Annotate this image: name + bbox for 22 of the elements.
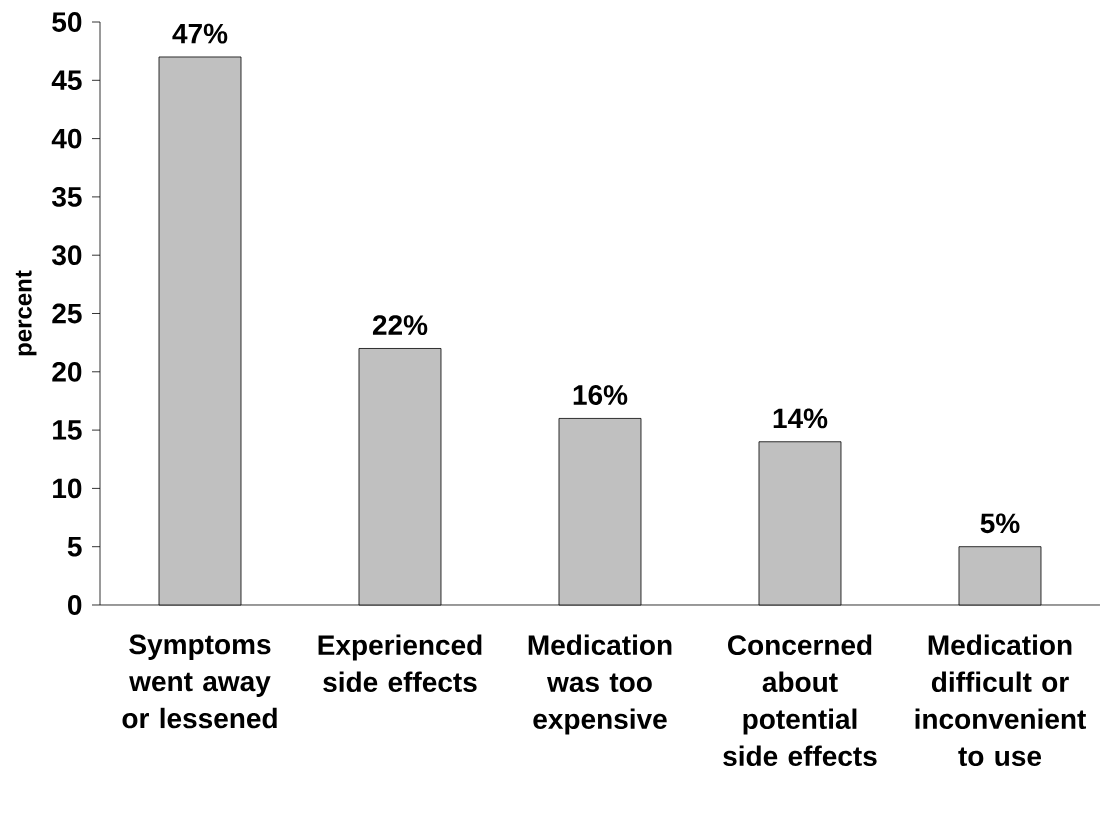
x-tick-label: Concerned about potential side effects (723, 634, 877, 767)
x-tick-label: Medication was too expensive (528, 634, 672, 735)
y-tick-label: 10 (53, 478, 82, 499)
data-label: 47% (172, 23, 228, 44)
y-tick-label: 35 (51, 186, 82, 207)
y-tick-label: 50 (52, 12, 82, 32)
data-label: 14% (773, 408, 828, 429)
y-tick-label: 30 (51, 245, 82, 266)
data-label: 22% (372, 315, 428, 335)
y-tick-label: 20 (52, 361, 82, 382)
data-label: 16% (573, 385, 628, 405)
y-tick-label: 25 (52, 303, 82, 324)
y-tick-label: 5 (67, 536, 82, 557)
x-tick-label: Experienced side effects (318, 634, 482, 693)
y-tick-label: 15 (53, 420, 82, 440)
y-tick-label: 45 (51, 70, 82, 91)
y-tick-label: 40 (51, 128, 82, 149)
data-label: 5% (980, 513, 1020, 534)
y-tick-label: 0 (68, 595, 82, 615)
x-tick-label: Medication difficult or inconvenient to use (915, 634, 1087, 767)
x-tick-label: Symptoms went away or lessened (122, 634, 277, 729)
y-axis-title: percent (15, 270, 37, 356)
